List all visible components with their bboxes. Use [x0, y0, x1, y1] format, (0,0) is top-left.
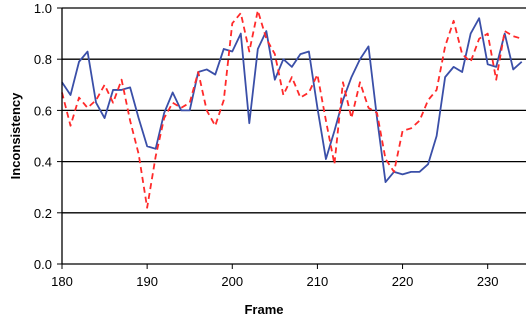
gridlines — [62, 7, 526, 214]
plot-frame — [57, 7, 526, 269]
x-tick-label: 210 — [307, 274, 329, 289]
series-line-2 — [61, 9, 522, 209]
y-tick-label: 0.0 — [34, 257, 52, 272]
y-tick-labels: 0.0 0.2 0.4 0.6 0.8 1.0 — [34, 1, 52, 272]
x-tick-labels: 180 190 200 210 220 230 — [51, 274, 498, 289]
x-tick-label: 190 — [136, 274, 158, 289]
y-tick-label: 0.6 — [34, 103, 52, 118]
y-tick-label: 0.8 — [34, 52, 52, 67]
x-tick-label: 220 — [392, 274, 414, 289]
x-tick-label: 180 — [51, 274, 73, 289]
x-tick-label: 230 — [477, 274, 499, 289]
y-tick-label: 0.4 — [34, 155, 52, 170]
y-tick-label: 1.0 — [34, 1, 52, 16]
x-axis-title: Frame — [244, 302, 283, 317]
y-axis-title: Inconsistency — [8, 92, 23, 179]
x-tick-label: 200 — [221, 274, 243, 289]
series-group — [61, 9, 523, 209]
y-tick-label: 0.2 — [34, 206, 52, 221]
series-line-1 — [61, 17, 523, 183]
